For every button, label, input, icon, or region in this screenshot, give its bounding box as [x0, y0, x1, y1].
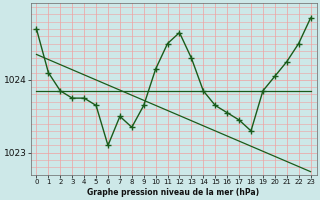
- X-axis label: Graphe pression niveau de la mer (hPa): Graphe pression niveau de la mer (hPa): [87, 188, 260, 197]
